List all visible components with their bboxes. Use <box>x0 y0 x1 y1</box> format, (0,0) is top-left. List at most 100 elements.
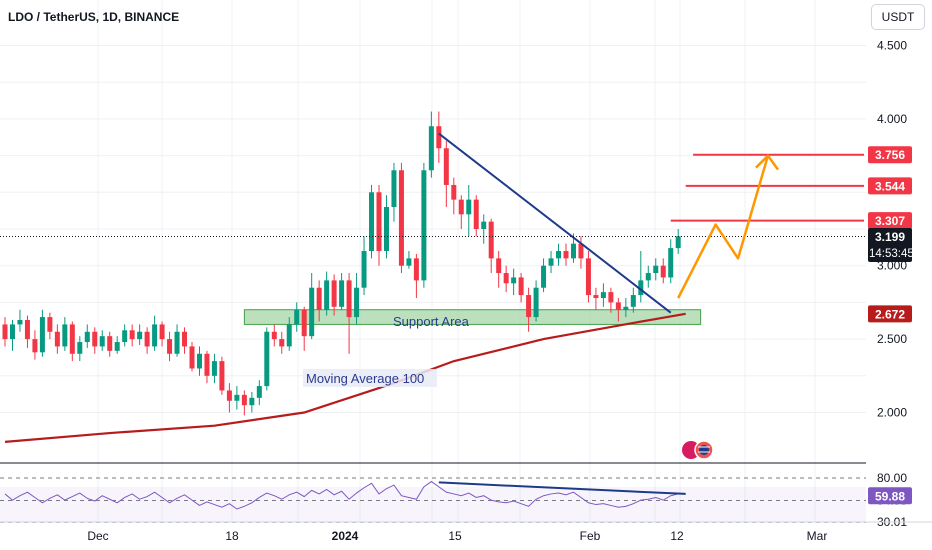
candle-body <box>144 331 150 347</box>
time-tick-label: 18 <box>225 529 239 543</box>
candle-body <box>436 126 442 149</box>
candle-body <box>533 287 539 318</box>
time-tick-label: Feb <box>580 529 601 543</box>
candle-body <box>653 265 659 274</box>
candle <box>264 327 270 391</box>
candle-body <box>675 236 681 249</box>
candle-body <box>638 280 644 296</box>
candle <box>398 162 404 274</box>
candle <box>361 236 367 296</box>
currency-button[interactable]: USDT <box>871 4 925 30</box>
candle <box>533 280 539 322</box>
candle-body <box>556 251 562 259</box>
candle <box>54 324 60 354</box>
candle <box>226 383 232 413</box>
candle <box>488 218 494 274</box>
candle-body <box>608 292 614 303</box>
candle-body <box>451 184 457 200</box>
chart-title: LDO / TetherUS, 1D, BINANCE <box>8 10 179 24</box>
candle-body <box>271 331 277 340</box>
candle <box>144 327 150 354</box>
candle-body <box>256 386 262 398</box>
rsi-value-label: 59.88 <box>875 489 905 503</box>
candle-body <box>152 324 158 347</box>
candle <box>152 315 158 351</box>
candle <box>421 162 427 288</box>
candle <box>301 306 307 351</box>
candle-body <box>69 324 75 354</box>
candle-body <box>458 199 464 215</box>
candle <box>413 253 419 298</box>
candle-body <box>24 320 30 340</box>
candle <box>503 265 509 293</box>
candle <box>675 229 681 254</box>
price-tick-label: 2.500 <box>877 332 907 346</box>
candle-body <box>39 317 45 353</box>
rsi-band <box>0 486 866 523</box>
candle-body <box>211 361 217 376</box>
time-axis[interactable]: Dec 18 2024 15 Feb 12 Mar <box>0 521 932 543</box>
candle <box>436 111 442 163</box>
candle <box>541 258 547 293</box>
candle <box>167 331 173 362</box>
flag-icon <box>682 440 714 460</box>
candle-body <box>77 342 83 354</box>
chart-grid <box>0 0 866 522</box>
candle-body <box>264 331 270 387</box>
candle <box>189 342 195 372</box>
candle-body <box>32 339 38 353</box>
price-tag <box>868 146 912 164</box>
candle <box>137 324 143 345</box>
candle-body <box>92 331 98 347</box>
price-tag-label: 3.544 <box>875 179 905 193</box>
candle-body <box>54 331 60 347</box>
support-area-label: Support Area <box>393 314 470 329</box>
candle-body <box>413 258 419 281</box>
price-tag <box>868 305 912 323</box>
countdown-label: 14:53:45 <box>869 248 914 260</box>
candle <box>17 309 23 332</box>
candle <box>585 251 591 303</box>
candle <box>114 336 120 354</box>
candle-body <box>84 331 90 343</box>
candle-body <box>630 295 636 307</box>
candle-body <box>226 390 232 401</box>
candle-body <box>570 243 576 259</box>
candle <box>623 297 629 318</box>
candle <box>458 195 464 229</box>
candle <box>496 251 502 288</box>
candle <box>383 195 389 259</box>
candle-body <box>286 324 292 347</box>
candle <box>473 195 479 237</box>
rsi-line <box>4 480 679 510</box>
drawing-tools <box>0 132 866 314</box>
time-tick-label: Dec <box>87 529 108 543</box>
candle-body <box>511 277 517 284</box>
price-tag <box>868 177 912 195</box>
candle <box>443 140 449 207</box>
price-tag-label: 2.672 <box>875 307 905 321</box>
candle-body <box>443 148 449 185</box>
candle-body <box>47 317 53 332</box>
candle <box>219 356 225 395</box>
candle <box>593 287 599 310</box>
price-axis[interactable]: 4.500 4.000 3.000 2.500 2.000 3.756 3.544 3.307… <box>866 0 932 550</box>
candle-body <box>496 258 502 274</box>
candle <box>249 391 255 413</box>
candle <box>406 251 412 269</box>
candle-body <box>645 273 651 281</box>
candle-body <box>488 221 494 259</box>
price-tag <box>868 212 912 230</box>
candle-body <box>585 258 591 296</box>
candle-body <box>279 339 285 347</box>
candle <box>668 239 674 284</box>
candle <box>369 184 375 259</box>
candle <box>9 320 15 351</box>
rsi-divergence-line <box>438 481 686 495</box>
candle <box>346 273 352 354</box>
candle-body <box>376 192 382 252</box>
candle <box>204 350 210 384</box>
moving-average-label: Moving Average 100 <box>306 371 424 386</box>
candle-body <box>241 394 247 406</box>
